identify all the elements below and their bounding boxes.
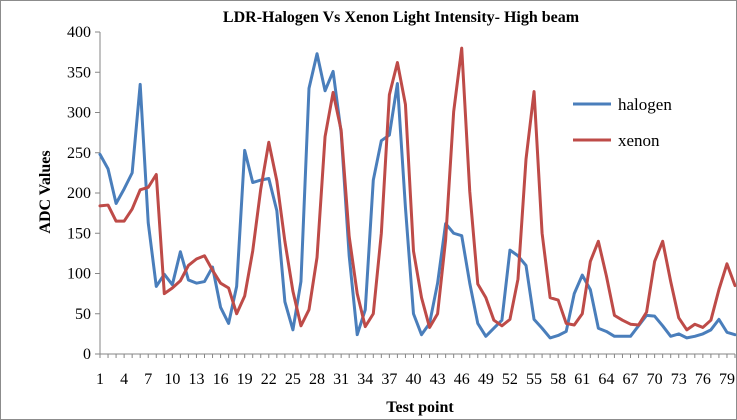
x-tick-label: 70 xyxy=(647,371,663,388)
x-axis-title: Test point xyxy=(386,399,454,416)
legend-label-xenon: xenon xyxy=(618,131,660,150)
y-tick-label: 200 xyxy=(67,185,91,202)
x-tick-label: 76 xyxy=(695,371,711,388)
legend-label-halogen: halogen xyxy=(618,95,672,114)
x-tick-label: 64 xyxy=(598,371,614,388)
series-line-xenon xyxy=(98,46,737,332)
chart-title: LDR-Halogen Vs Xenon Light Intensity- Hi… xyxy=(223,9,580,26)
y-axis: 0 50 100 150 200 250 300 350 400 xyxy=(67,24,101,363)
x-tick-label: 1 xyxy=(96,371,104,388)
y-tick-label: 350 xyxy=(67,64,91,81)
x-tick-label: 13 xyxy=(188,371,204,388)
x-tick-label: 43 xyxy=(430,371,446,388)
x-tick-label: 10 xyxy=(164,371,180,388)
x-tick-label: 40 xyxy=(405,371,421,388)
y-tick-label: 400 xyxy=(67,24,91,41)
x-tick-label: 31 xyxy=(333,371,349,388)
legend: halogen xenon xyxy=(573,95,672,150)
x-tick-label: 4 xyxy=(120,371,128,388)
x-tick-label: 61 xyxy=(574,371,590,388)
x-tick-label: 58 xyxy=(550,371,566,388)
x-tick-label: 16 xyxy=(213,371,229,388)
series-line-halogen xyxy=(98,52,737,340)
y-tick-label: 50 xyxy=(75,306,91,323)
x-tick-label: 73 xyxy=(671,371,687,388)
x-tick-label: 34 xyxy=(357,371,373,388)
x-tick-label: 37 xyxy=(381,371,397,388)
y-tick-label: 100 xyxy=(67,266,91,283)
y-axis-title: ADC Values xyxy=(37,150,54,233)
y-tick-label: 300 xyxy=(67,105,91,122)
x-tick-label: 22 xyxy=(261,371,277,388)
y-tick-label: 250 xyxy=(67,145,91,162)
x-tick-label: 49 xyxy=(478,371,494,388)
y-tick-label: 150 xyxy=(67,225,91,242)
plot-lines xyxy=(98,46,737,340)
x-axis: 1 4 7 10 13 16 19 22 25 28 31 34 37 40 43 46 49 52 55 58 61 6… xyxy=(96,353,736,388)
x-tick-label: 25 xyxy=(285,371,301,388)
x-tick-label: 55 xyxy=(526,371,542,388)
x-tick-label: 79 xyxy=(719,371,735,388)
x-tick-label: 52 xyxy=(502,371,518,388)
x-tick-label: 28 xyxy=(309,371,325,388)
y-tick-label: 0 xyxy=(83,346,91,363)
x-tick-label: 46 xyxy=(454,371,470,388)
x-tick-label: 67 xyxy=(623,371,639,388)
x-tick-label: 7 xyxy=(144,371,152,388)
x-tick-label: 19 xyxy=(237,371,253,388)
